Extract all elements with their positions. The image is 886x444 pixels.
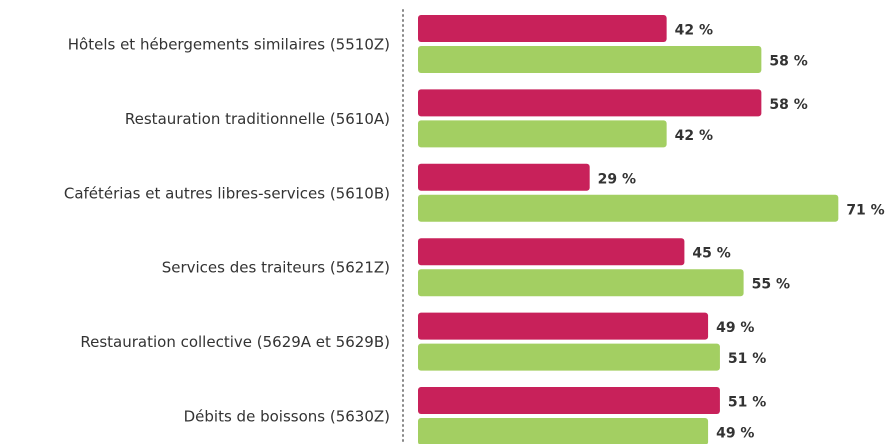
category-label: Débits de boissons (5630Z) xyxy=(184,408,390,426)
category-label: Restauration collective (5629A et 5629B) xyxy=(80,333,390,351)
bar xyxy=(418,89,762,117)
value-label: 51 % xyxy=(728,395,766,411)
bar xyxy=(418,15,667,42)
bar xyxy=(418,269,744,297)
value-label: 42 % xyxy=(675,128,713,144)
bar xyxy=(418,238,685,266)
bar xyxy=(418,163,590,191)
value-label: 71 % xyxy=(846,202,884,218)
category-label: Cafétérias et autres libres-services (56… xyxy=(64,184,390,202)
value-label: 49 % xyxy=(716,426,754,442)
value-label: 49 % xyxy=(716,320,754,336)
bar xyxy=(418,46,762,73)
value-label: 55 % xyxy=(752,277,790,293)
bar xyxy=(418,343,720,371)
bar xyxy=(418,120,667,148)
category-label: Restauration traditionnelle (5610A) xyxy=(125,110,390,128)
value-label: 42 % xyxy=(675,23,713,39)
category-label: Hôtels et hébergements similaires (5510Z… xyxy=(68,36,390,54)
bar xyxy=(418,194,839,222)
bar xyxy=(418,418,709,444)
category-label: Services des traiteurs (5621Z) xyxy=(162,259,390,277)
value-label: 58 % xyxy=(769,97,807,113)
value-label: 45 % xyxy=(692,246,730,262)
bar xyxy=(418,387,720,414)
value-label: 58 % xyxy=(769,54,807,70)
value-label: 51 % xyxy=(728,351,766,367)
value-label: 29 % xyxy=(598,171,636,187)
bar xyxy=(418,312,709,340)
